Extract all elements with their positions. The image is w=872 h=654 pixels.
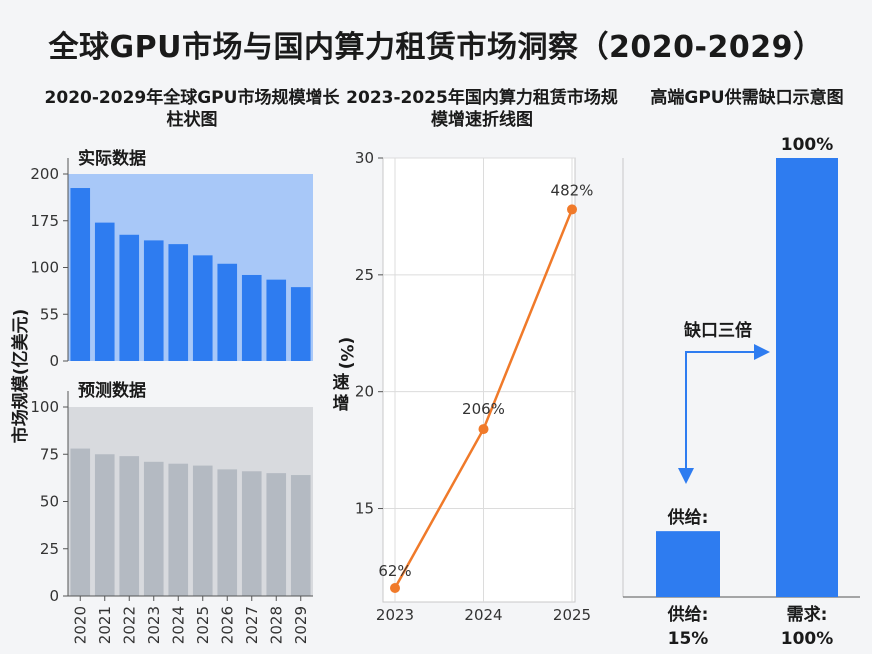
- bar-2026: [217, 469, 238, 596]
- category-label: 供给:: [667, 604, 709, 625]
- bar-chart-title: 2020-2029年全球GPU市场规模增长柱状图: [44, 88, 340, 130]
- y-tick-label: 175: [30, 212, 59, 230]
- bar-2023: [143, 240, 164, 361]
- bar-2027: [241, 274, 262, 361]
- line-chart-title: 2023-2025年国内算力租赁市场规模增速折线图: [346, 88, 618, 130]
- bar-2024: [168, 463, 189, 596]
- main-title: 全球GPU市场与国内算力租赁市场洞察（2020-2029）: [48, 30, 824, 65]
- y-axis-label-char: 速: [333, 372, 350, 393]
- bar-需求: [776, 158, 838, 597]
- bar-2028: [266, 279, 287, 361]
- x-tick-label: 2021: [96, 606, 114, 644]
- bar-2020: [70, 188, 91, 361]
- section-label: 预测数据: [78, 380, 146, 401]
- y-tick-label: 100: [30, 259, 59, 277]
- x-tick-label: 2027: [243, 606, 261, 644]
- x-tick-label: 2026: [218, 606, 236, 644]
- plot-area: [382, 157, 576, 603]
- section-label: 实际数据: [78, 148, 146, 169]
- data-label-2023: 62%: [378, 562, 411, 580]
- x-tick-label: 2020: [71, 606, 89, 644]
- bar-2022: [119, 234, 140, 361]
- x-tick-label: 2025: [553, 606, 591, 624]
- y-tick-label: 55: [40, 305, 59, 323]
- data-point-2023: [390, 582, 400, 593]
- bar-2020: [70, 448, 91, 596]
- data-label-2024: 206%: [462, 400, 505, 418]
- bar-top-label: 供给:: [667, 507, 709, 528]
- bar-2021: [94, 454, 115, 596]
- x-tick-label: 2023: [376, 606, 414, 624]
- x-tick-label: 2028: [267, 606, 285, 644]
- y-axis-label: 市场规模(亿美元): [10, 309, 31, 444]
- y-tick-label: 30: [355, 149, 374, 167]
- gap-chart-title: 高端GPU供需缺口示意图: [650, 88, 844, 108]
- y-tick-label: 50: [40, 493, 59, 511]
- category-value-label: 15%: [668, 629, 709, 649]
- x-tick-label: 2022: [120, 606, 138, 644]
- arrow-to-demand: [685, 344, 770, 410]
- data-point-2025: [567, 204, 577, 215]
- category-value-label: 100%: [781, 629, 834, 649]
- bar-2025: [192, 465, 213, 596]
- bar-2022: [119, 456, 140, 596]
- y-tick-label: 100: [30, 398, 59, 416]
- y-tick-label: 75: [40, 445, 59, 463]
- data-point-2024: [478, 424, 489, 435]
- y-tick-label: 15: [355, 500, 374, 518]
- bar-2021: [94, 222, 115, 361]
- data-label-2025: 482%: [551, 181, 594, 199]
- category-label: 需求:: [787, 604, 828, 625]
- y-axis-label-unit: (%): [336, 337, 356, 370]
- gap-annotation: 缺口三倍: [684, 320, 752, 341]
- x-tick-label: 2025: [194, 606, 212, 644]
- bar-2023: [143, 461, 164, 596]
- bar-2029: [290, 475, 311, 596]
- x-tick-label: 2024: [169, 606, 187, 644]
- bar-top-label: 100%: [781, 135, 834, 155]
- y-tick-label: 0: [49, 352, 59, 370]
- x-tick-label: 2023: [145, 606, 163, 644]
- bar-2025: [192, 255, 213, 361]
- x-tick-label: 2029: [292, 606, 310, 644]
- bar-2027: [241, 471, 262, 596]
- bar-供给: [656, 531, 720, 597]
- bar-2026: [217, 263, 238, 361]
- y-tick-label: 25: [355, 266, 374, 284]
- bar-2029: [290, 287, 311, 361]
- y-tick-label: 0: [49, 587, 59, 605]
- x-tick-label: 2024: [464, 606, 502, 624]
- y-tick-label: 200: [30, 165, 59, 183]
- bar-2024: [168, 244, 189, 361]
- y-tick-label: 25: [40, 540, 59, 558]
- y-axis-label-char: 增: [333, 393, 350, 414]
- y-tick-label: 20: [355, 383, 374, 401]
- bar-2028: [266, 473, 287, 596]
